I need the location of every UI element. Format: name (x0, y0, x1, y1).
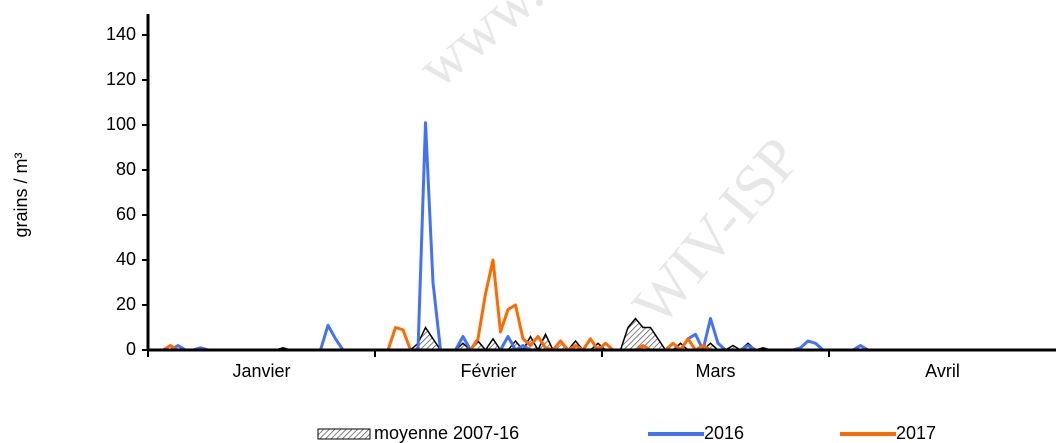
y-tick-label: 0 (126, 339, 136, 359)
legend-label: 2017 (896, 423, 936, 443)
x-tick-label: Janvier (232, 361, 290, 381)
x-tick-label: Mars (696, 361, 736, 381)
y-tick-label: 40 (116, 249, 136, 269)
legend-label: 2016 (704, 423, 744, 443)
watermark: www.airallergy.be (405, 0, 783, 101)
area (148, 317, 1048, 352)
y-tick-label: 80 (116, 159, 136, 179)
line (148, 258, 1048, 352)
y-tick-label: 20 (116, 294, 136, 314)
y-tick-label: 60 (116, 204, 136, 224)
y-tick-label: 140 (106, 24, 136, 44)
x-tick-label: Février (460, 361, 516, 381)
watermark: WIV-ISP (620, 125, 813, 337)
line (148, 121, 1048, 352)
y-tick-label: 100 (106, 114, 136, 134)
x-tick-label: Avril (925, 361, 960, 381)
legend-swatch (317, 428, 371, 440)
y-tick-label: 120 (106, 69, 136, 89)
y-axis-label: grains / m³ (11, 152, 31, 237)
legend-label: moyenne 2007-16 (374, 423, 519, 443)
